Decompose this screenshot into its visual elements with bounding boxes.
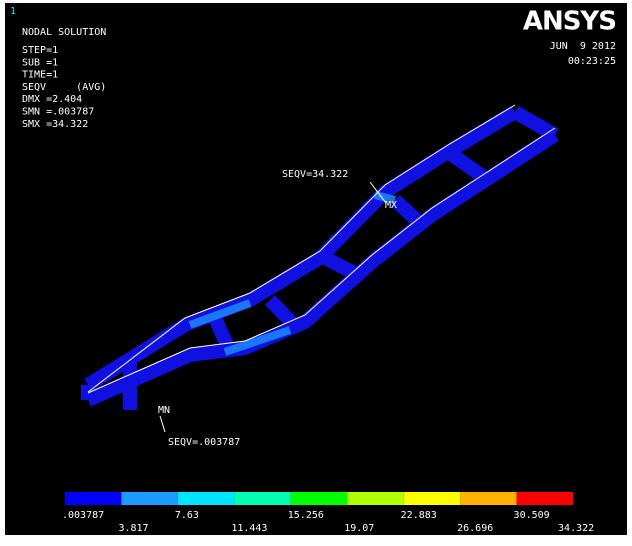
legend-band <box>517 492 573 505</box>
legend-label: 7.63 <box>175 510 199 521</box>
legend-band <box>178 492 234 505</box>
legend-label: 34.322 <box>558 523 594 534</box>
legend-band <box>347 492 403 505</box>
time: 00:23:25 <box>568 56 616 67</box>
date: JUN 9 2012 <box>550 41 616 52</box>
window-number: 1 <box>10 6 16 17</box>
legend-band <box>291 492 347 505</box>
page: {"window_number": "1", "header": {"title… <box>0 0 632 546</box>
info-line: SMN =.003787 <box>22 107 94 118</box>
info-line: SUB =1 <box>22 57 58 68</box>
legend-band <box>234 492 290 505</box>
legend-label: 30.509 <box>514 510 550 521</box>
legend-label: 22.883 <box>401 510 437 521</box>
logo: ANSYS <box>523 7 616 37</box>
legend-band <box>121 492 177 505</box>
plot-title: NODAL SOLUTION <box>22 27 106 38</box>
legend-label: .003787 <box>62 510 104 521</box>
legend-band <box>65 492 121 505</box>
legend-label: 15.256 <box>288 510 324 521</box>
max-node: MX <box>385 200 397 211</box>
info-line: SMX =34.322 <box>22 119 88 130</box>
legend-label: 11.443 <box>231 523 267 534</box>
legend-label: 26.696 <box>457 523 493 534</box>
info-line: DMX =2.404 <box>22 94 82 105</box>
legend-band <box>460 492 516 505</box>
legend-band <box>404 492 460 505</box>
legend-label: 3.817 <box>118 523 148 534</box>
info-line: STEP=1 <box>22 45 58 56</box>
min-node: MN <box>158 405 170 416</box>
min-annotation: SEQV=.003787 <box>168 437 240 448</box>
ansys-viewport: 1 NODAL SOLUTION ANSYS JUN 9 2012 00:23:… <box>0 0 632 546</box>
legend-label: 19.07 <box>344 523 374 534</box>
info-line: TIME=1 <box>22 70 58 81</box>
info-line: SEQV (AVG) <box>22 82 106 93</box>
max-annotation: SEQV=34.322 <box>282 169 348 180</box>
